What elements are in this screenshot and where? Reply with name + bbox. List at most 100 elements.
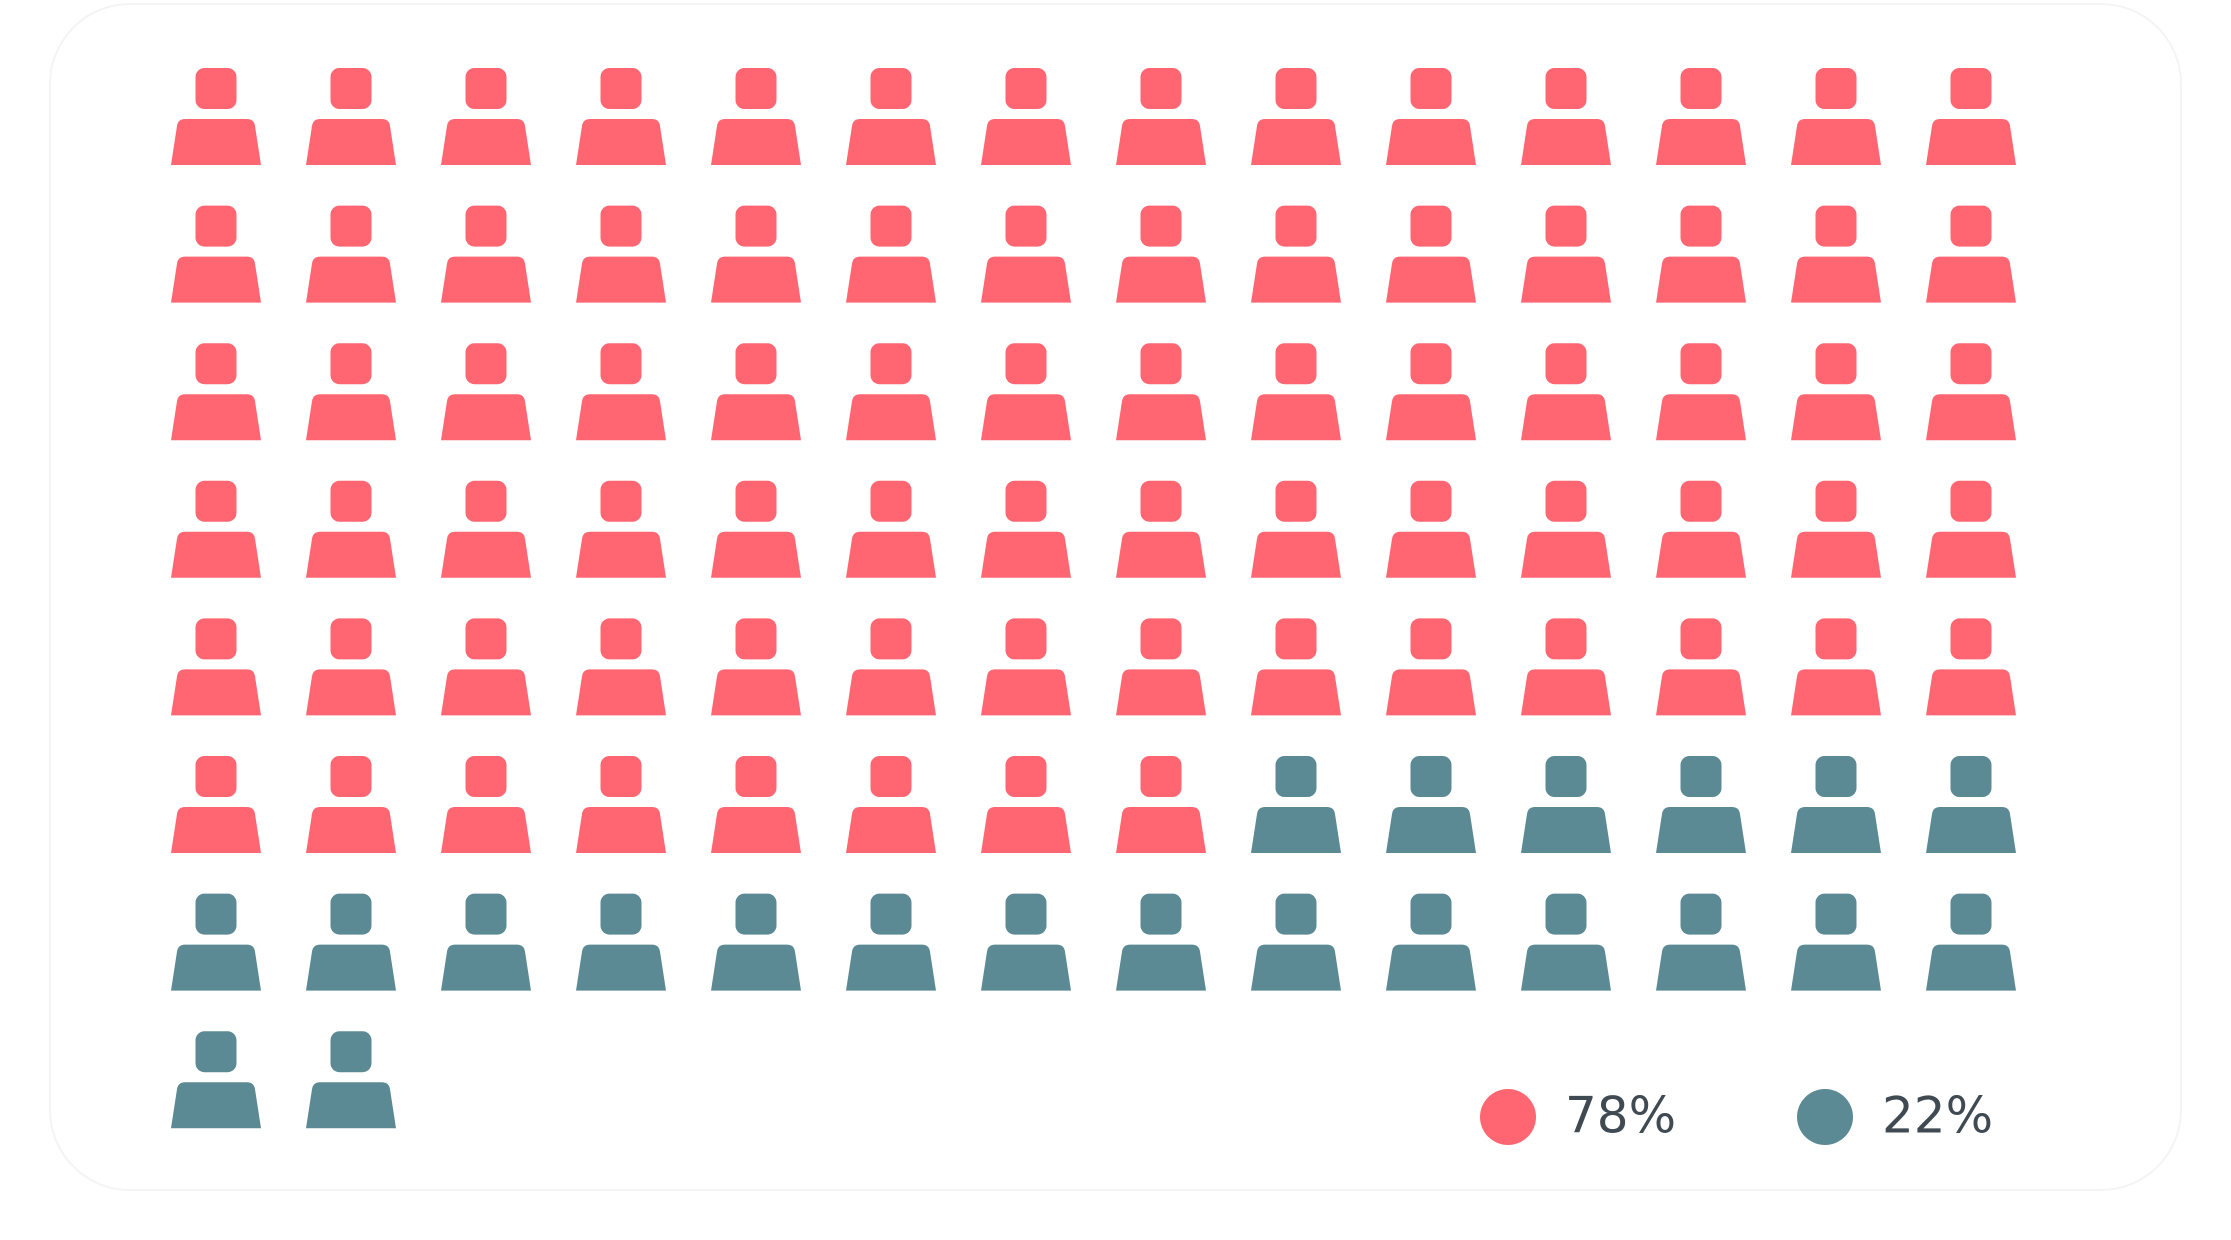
- icon-head: [1815, 618, 1857, 660]
- person-icon: [1116, 343, 1206, 441]
- person-icon: [1251, 756, 1341, 853]
- person-icon: [306, 480, 396, 578]
- icon-head: [465, 205, 507, 247]
- person-icon: [1656, 618, 1746, 716]
- icon-head: [870, 343, 912, 385]
- icon-body: [1791, 394, 1881, 441]
- icon-body: [846, 669, 936, 716]
- icon-body: [171, 1082, 261, 1129]
- person-icon: [306, 893, 396, 991]
- icon-body: [1791, 944, 1881, 991]
- icon-head: [330, 68, 372, 109]
- icon-head: [870, 68, 912, 109]
- person-icon: [1926, 618, 2016, 716]
- person-icon: [1386, 893, 1476, 991]
- icon-body: [1116, 944, 1206, 991]
- icon-head: [1815, 68, 1857, 109]
- icon-body: [441, 531, 531, 578]
- icon-body: [306, 394, 396, 441]
- person-icon: [441, 480, 531, 578]
- icon-head: [1680, 68, 1722, 109]
- icon-head: [735, 893, 777, 935]
- icon-head: [870, 756, 912, 797]
- person-icon: [846, 343, 936, 441]
- icon-body: [1116, 119, 1206, 165]
- icon-head: [1815, 756, 1857, 797]
- icon-head: [195, 893, 237, 935]
- icon-head: [600, 756, 642, 797]
- icon-body: [1791, 669, 1881, 716]
- icon-body: [306, 807, 396, 853]
- icon-head: [1005, 756, 1047, 797]
- person-icon: [576, 343, 666, 441]
- icon-body: [1386, 944, 1476, 991]
- icon-head: [195, 480, 237, 522]
- icon-head: [1950, 480, 1992, 522]
- icon-body: [171, 669, 261, 716]
- icon-head: [465, 893, 507, 935]
- icon-body: [846, 807, 936, 853]
- icon-head: [600, 480, 642, 522]
- icon-head: [1275, 205, 1317, 247]
- icon-head: [1140, 68, 1182, 109]
- person-icon: [846, 893, 936, 991]
- icon-head: [1005, 618, 1047, 660]
- person-icon: [1926, 205, 2016, 303]
- person-icon: [306, 68, 396, 165]
- icon-body: [1791, 256, 1881, 303]
- icon-head: [1275, 618, 1317, 660]
- person-icon: [981, 480, 1071, 578]
- person-icon: [1791, 618, 1881, 716]
- icon-body: [1116, 531, 1206, 578]
- person-icon: [711, 68, 801, 165]
- icon-body: [576, 394, 666, 441]
- icon-body: [1926, 394, 2016, 441]
- person-icon: [1791, 480, 1881, 578]
- icon-body: [1791, 531, 1881, 578]
- person-icon: [171, 480, 261, 578]
- icon-head: [1680, 893, 1722, 935]
- icon-head: [465, 343, 507, 385]
- icon-body: [981, 531, 1071, 578]
- icon-body: [576, 807, 666, 853]
- person-icon: [1251, 618, 1341, 716]
- icon-body: [1386, 256, 1476, 303]
- icon-head: [1275, 893, 1317, 935]
- icon-head: [330, 1031, 372, 1073]
- icon-body: [576, 669, 666, 716]
- icon-body: [171, 531, 261, 578]
- icon-body: [576, 119, 666, 165]
- person-icon: [1926, 68, 2016, 165]
- icon-body: [1521, 256, 1611, 303]
- person-icon: [1926, 893, 2016, 991]
- icon-head: [330, 480, 372, 522]
- person-icon: [171, 1031, 261, 1129]
- icon-head: [330, 343, 372, 385]
- icon-head: [1140, 756, 1182, 797]
- person-icon: [1521, 68, 1611, 165]
- icon-head: [1815, 480, 1857, 522]
- person-icon: [1926, 343, 2016, 441]
- icon-head: [465, 618, 507, 660]
- icon-body: [1656, 944, 1746, 991]
- icon-body: [441, 256, 531, 303]
- icon-head: [735, 756, 777, 797]
- icon-head: [1140, 893, 1182, 935]
- person-icon: [1656, 343, 1746, 441]
- icon-body: [1656, 256, 1746, 303]
- icon-head: [600, 205, 642, 247]
- icon-body: [711, 944, 801, 991]
- icon-body: [981, 807, 1071, 853]
- icon-body: [1926, 669, 2016, 716]
- icon-body: [306, 944, 396, 991]
- card: [49, 3, 2182, 1191]
- person-icon: [981, 205, 1071, 303]
- icon-body: [846, 944, 936, 991]
- icon-head: [1545, 480, 1587, 522]
- icon-head: [1275, 343, 1317, 385]
- icon-head: [735, 618, 777, 660]
- icon-body: [1116, 669, 1206, 716]
- icon-head: [1545, 756, 1587, 797]
- icon-body: [171, 394, 261, 441]
